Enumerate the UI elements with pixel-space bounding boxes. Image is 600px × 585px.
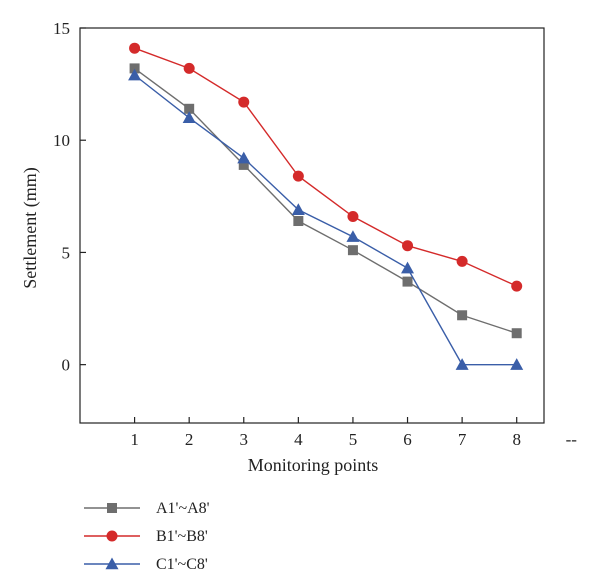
data-point <box>346 230 360 242</box>
data-point <box>291 203 305 215</box>
y-tick-label: 15 <box>53 19 70 38</box>
data-point <box>129 42 141 54</box>
series-2 <box>129 42 523 292</box>
legend-marker <box>106 530 118 542</box>
data-point <box>401 261 415 274</box>
data-point <box>455 358 469 370</box>
data-point <box>238 159 249 170</box>
legend-marker <box>105 557 119 570</box>
series-line <box>134 67 517 334</box>
y-tick-label: 10 <box>53 131 70 150</box>
x-tick-label: 3 <box>240 430 249 449</box>
data-point <box>183 62 195 74</box>
data-point <box>238 96 250 108</box>
x-tick-label: 6 <box>403 430 412 449</box>
data-point <box>293 216 304 227</box>
x-tick-label: -- <box>566 430 578 449</box>
legend: A1'~A8' B1'~B8' C1'~C8' <box>84 500 210 573</box>
legend-marker <box>107 503 117 513</box>
data-point <box>182 111 196 123</box>
data-point <box>292 170 304 182</box>
data-point <box>237 151 251 164</box>
y-tick-label: 0 <box>62 356 71 375</box>
legend-item: B1'~B8' <box>84 528 208 545</box>
x-tick-label: 4 <box>294 430 303 449</box>
x-tick-label: 2 <box>185 430 194 449</box>
data-point <box>128 68 142 81</box>
data-point <box>510 358 524 370</box>
series-line <box>134 47 517 287</box>
data-point <box>511 328 522 339</box>
x-tick-label: 8 <box>512 430 521 449</box>
legend-label: C1'~C8' <box>156 556 208 573</box>
x-tick-label: 7 <box>458 430 467 449</box>
x-axis-ticks: 1 2 3 4 5 6 7 8 -- <box>130 417 577 449</box>
legend-item: A1'~A8' <box>84 500 210 517</box>
series-line <box>134 74 517 366</box>
legend-item: C1'~C8' <box>84 556 208 573</box>
x-tick-label: 5 <box>349 430 358 449</box>
y-tick-label: 5 <box>62 243 71 262</box>
legend-label: B1'~B8' <box>156 528 208 545</box>
data-point <box>511 280 523 292</box>
data-point <box>347 245 358 256</box>
x-tick-label: 1 <box>130 430 139 449</box>
data-point <box>184 103 195 114</box>
series-1 <box>129 63 522 339</box>
plot-frame <box>79 27 545 424</box>
series-3 <box>128 68 524 370</box>
y-axis-title: Settlement (mm) <box>20 167 41 288</box>
x-axis-title: Monitoring points <box>248 455 379 475</box>
data-point <box>347 211 359 223</box>
data-point <box>402 276 413 287</box>
data-point <box>456 255 468 267</box>
series-layer <box>128 42 524 370</box>
y-axis-ticks: 0 5 10 15 <box>53 19 86 375</box>
data-point <box>457 310 468 321</box>
data-point <box>129 63 140 74</box>
legend-label: A1'~A8' <box>156 500 210 517</box>
data-point <box>402 240 414 252</box>
